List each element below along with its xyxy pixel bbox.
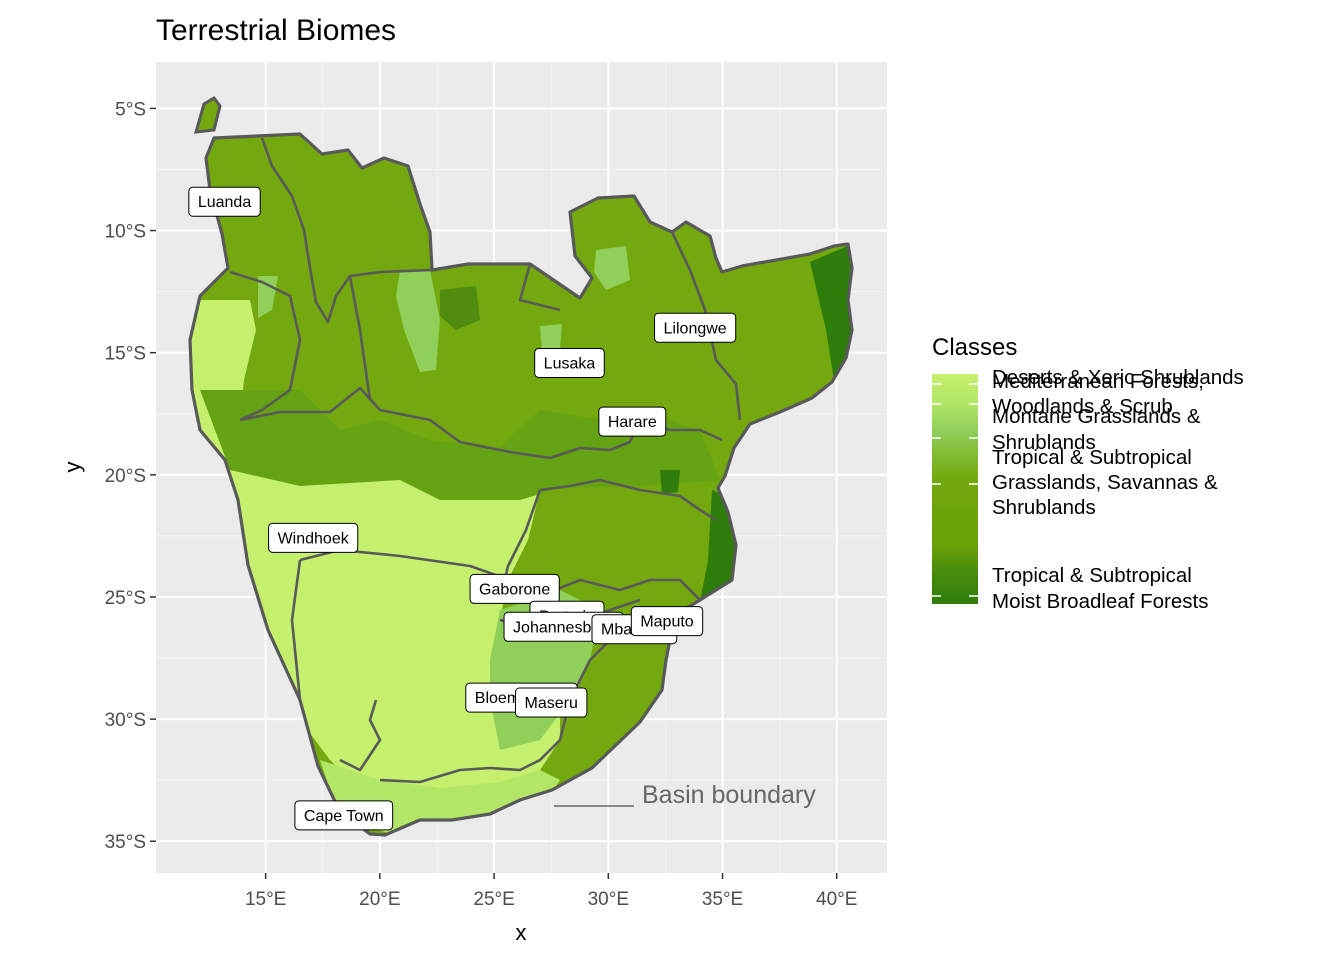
city-label: Gaborone [469, 573, 560, 604]
x-tick-label: 35°E [702, 889, 743, 910]
x-axis-title: x [516, 920, 527, 945]
legend-savanna-line3: Shrublands [992, 496, 1096, 519]
city-labels: Luanda Lusaka Lilongwe Harare Windhoek Gaboro… [188, 186, 737, 831]
boundary-cape-south [379, 739, 561, 784]
legend-label-moist-forest: Tropical & Subtropical Moist Broadleaf F… [992, 564, 1208, 613]
boundary-olifants [339, 699, 382, 772]
city-label: Windhoek [268, 522, 359, 553]
x-axis-ticks: 15°E 20°E 25°E 30°E 35°E 40°E [245, 873, 857, 910]
montane-patch-4 [540, 324, 562, 352]
plot-title: Terrestrial Biomes [156, 14, 396, 47]
city-label-box [598, 406, 667, 437]
city-label: Lilongwe [654, 312, 737, 343]
legend-title: Classes [932, 334, 1017, 361]
y-tick-label: 30°S [105, 710, 146, 731]
y-tick-label: 15°S [105, 344, 146, 365]
outer-boundary [188, 132, 854, 837]
basin-annotation: Basin boundary [554, 781, 816, 809]
city-name: Luanda [198, 194, 251, 211]
city-name: Lilongwe [664, 320, 727, 337]
montane-patch-1 [396, 270, 440, 372]
boundary-cuanza-kwanza [260, 137, 433, 324]
legend: Classes Deserts & Xeric Shrublands Medit… [932, 334, 1244, 613]
y-tick-label: 25°S [105, 588, 146, 609]
x-tick-label: 30°E [588, 889, 629, 910]
city-name: Maputo [640, 614, 693, 631]
y-axis-ticks: 5°S 10°S 15°S 20°S 25°S 30°S 35°S [105, 99, 156, 853]
city-name: Windhoek [278, 530, 350, 547]
legend-label-mediterranean: Mediterranean Forests, Woodlands & Scrub [992, 370, 1210, 418]
legend-label-deserts: Deserts & Xeric Shrublands [992, 366, 1244, 389]
city-name: Harare [608, 414, 657, 431]
city-label-box [294, 800, 394, 831]
x-tick-label: 20°E [359, 889, 400, 910]
y-tick-label: 10°S [105, 222, 146, 243]
city-label-box [654, 312, 737, 343]
city-label: Luanda [188, 186, 261, 217]
city-name: Cape Town [304, 808, 384, 825]
city-label-box [630, 606, 704, 637]
y-axis-title: y [60, 462, 85, 473]
legend-forest-line1: Tropical & Subtropical [992, 564, 1192, 587]
city-label-box [268, 522, 359, 553]
y-tick-label: 5°S [115, 99, 146, 120]
city-label: Maseru [515, 687, 588, 718]
city-label-box [188, 186, 261, 217]
city-label-box [469, 573, 560, 604]
legend-savanna-line2: Grasslands, Savannas & [992, 471, 1218, 494]
desert-region [190, 300, 560, 800]
boundary-cunene [229, 270, 302, 422]
legend-label-montane: Montane Grasslands & Shrublands [992, 405, 1206, 454]
city-name: Gaborone [479, 581, 550, 598]
city-label-box [515, 687, 588, 718]
boundary-namib [290, 559, 302, 701]
forest-patch-1 [440, 286, 480, 330]
forest-patch-2 [660, 470, 680, 494]
boundary-lualaba [518, 263, 561, 312]
x-tick-label: 25°E [473, 889, 514, 910]
legend-montane-line1: Montane Grasslands & [992, 405, 1201, 428]
city-label: Harare [598, 406, 667, 437]
y-tick-label: 35°S [105, 832, 146, 853]
legend-label-savanna: Tropical & Subtropical Grasslands, Savan… [992, 446, 1223, 519]
boundary-save [539, 478, 717, 522]
x-tick-label: 15°E [245, 889, 286, 910]
city-label: Lusaka [534, 347, 605, 378]
city-name: Lusaka [544, 355, 596, 372]
annotation-label: Basin boundary [642, 781, 816, 809]
boundary-zambezi-west [348, 275, 372, 401]
city-label-box [534, 347, 605, 378]
city-name: Maseru [525, 695, 578, 712]
legend-colorbar [932, 374, 978, 604]
legend-montane-line2: Shrublands [992, 431, 1096, 454]
coastal-forest-north [810, 244, 852, 380]
cabinda-exclave [193, 96, 222, 134]
legend-forest-line2: Moist Broadleaf Forests [992, 590, 1208, 613]
legend-mediterranean-line1: Mediterranean Forests, [992, 370, 1204, 393]
city-label: Maputo [630, 606, 704, 637]
city-label: Cape Town [294, 800, 394, 831]
boundary-okavango [239, 386, 551, 460]
y-tick-label: 20°S [105, 466, 146, 487]
x-tick-label: 40°E [816, 889, 857, 910]
city-name: Johannesburg [513, 619, 614, 636]
montane-patch-2 [594, 246, 630, 290]
legend-savanna-line1: Tropical & Subtropical [992, 446, 1192, 469]
boundary-orange-north [299, 548, 511, 582]
dry-savanna-band [200, 390, 720, 500]
legend-mediterranean-line2: Woodlands & Scrub [992, 395, 1173, 418]
